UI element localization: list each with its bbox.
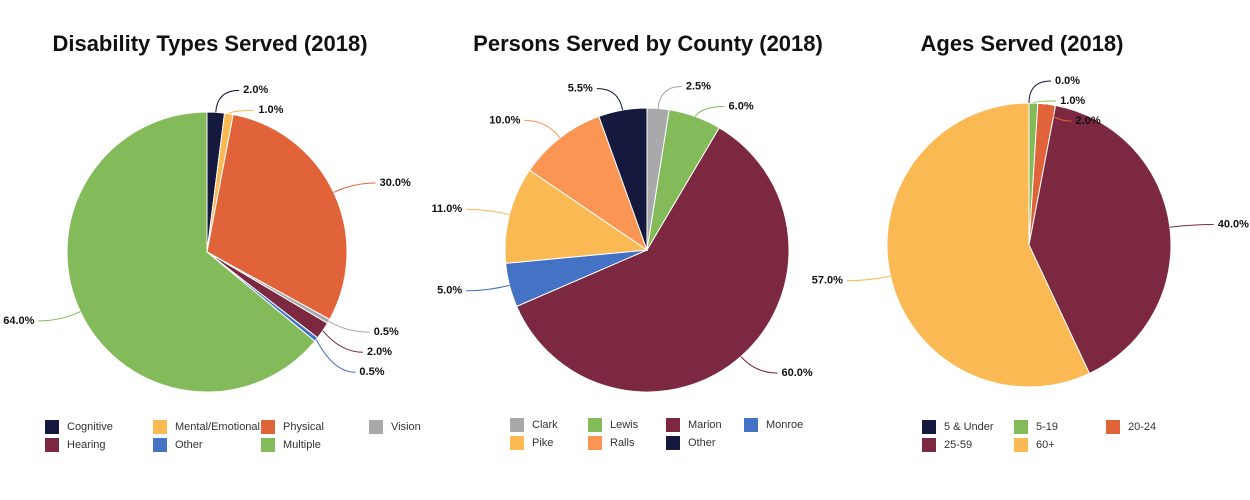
leader-line <box>1046 104 1072 122</box>
leader-line <box>466 208 510 216</box>
legend-swatch <box>1106 420 1120 434</box>
leader-line <box>328 320 370 333</box>
value-label: 2.5% <box>686 80 711 92</box>
value-label: 5.0% <box>437 285 462 297</box>
value-label: 2.0% <box>1076 115 1101 127</box>
legend-label: Cognitive <box>67 421 113 433</box>
legend-label: 5 & Under <box>944 421 994 433</box>
leader-line <box>740 356 778 374</box>
leader-line <box>596 87 624 111</box>
legend-label: Marion <box>688 419 722 431</box>
pie-slice <box>206 113 348 321</box>
value-label: 6.0% <box>729 100 754 112</box>
chart-title: Persons Served by County (2018) <box>473 31 823 56</box>
legend-swatch <box>922 420 936 434</box>
value-label: 0.5% <box>359 366 384 378</box>
legend-label: Vision <box>391 421 421 433</box>
legend-swatch <box>369 420 383 434</box>
legend-swatch <box>153 420 167 434</box>
legend-label: Pike <box>532 437 553 449</box>
legend-swatch <box>510 418 524 432</box>
value-label: 60.0% <box>781 367 812 379</box>
legend-label: Lewis <box>610 419 639 431</box>
value-label: 1.0% <box>1060 95 1085 107</box>
value-label: 2.0% <box>367 346 392 358</box>
leader-line <box>846 275 891 282</box>
leader-line <box>1028 80 1052 104</box>
value-label: 64.0% <box>3 315 34 327</box>
leader-line <box>466 284 510 292</box>
legend-label: Clark <box>532 419 558 431</box>
legend-swatch <box>1014 420 1028 434</box>
legend-swatch <box>45 420 59 434</box>
legend-label: 5-19 <box>1036 421 1058 433</box>
chart-title: Ages Served (2018) <box>921 31 1124 56</box>
legend-swatch <box>744 418 758 432</box>
value-label: 5.5% <box>568 82 593 94</box>
pie-chart: Ages Served (2018) 0.0% 1.0% 2.0% 40.0% 57.0%… <box>812 31 1249 452</box>
value-label: 57.0% <box>812 275 843 287</box>
leader-line <box>228 109 255 115</box>
pie-slice <box>1028 104 1172 375</box>
legend-label: Mental/Emotional <box>175 421 260 433</box>
leader-line <box>333 182 376 193</box>
legend-swatch <box>261 438 275 452</box>
legend-swatch <box>666 436 680 450</box>
leader-line <box>524 119 561 139</box>
legend-label: Monroe <box>766 419 803 431</box>
leader-line <box>1169 223 1214 228</box>
value-label: 11.0% <box>432 203 463 215</box>
value-label: 2.0% <box>243 84 268 96</box>
leader-line <box>38 311 81 322</box>
leader-line <box>215 89 240 113</box>
pie-chart: Disability Types Served (2018) 2.0% 1.0% 30… <box>3 31 421 452</box>
leader-line <box>315 339 356 373</box>
value-label: 30.0% <box>380 177 411 189</box>
legend-label: 25-59 <box>944 439 972 451</box>
legend-swatch <box>666 418 680 432</box>
legend-label: Other <box>175 439 203 451</box>
value-label: 1.0% <box>258 104 283 116</box>
pie-slice <box>598 107 648 251</box>
legend-swatch <box>588 436 602 450</box>
legend-label: Hearing <box>67 439 106 451</box>
pie-slice <box>528 115 648 252</box>
legend-label: 60+ <box>1036 439 1055 451</box>
value-label: 0.0% <box>1055 75 1080 87</box>
legend-swatch <box>510 436 524 450</box>
legend-swatch <box>1014 438 1028 452</box>
leader-line <box>657 86 682 109</box>
value-label: 0.5% <box>374 326 399 338</box>
legend-swatch <box>45 438 59 452</box>
value-label: 40.0% <box>1218 218 1249 230</box>
legend-label: Other <box>688 437 716 449</box>
legend-swatch <box>922 438 936 452</box>
legend-swatch <box>261 420 275 434</box>
legend-swatch <box>153 438 167 452</box>
leader-line <box>1032 100 1057 104</box>
legend-swatch <box>588 418 602 432</box>
pie-chart: Persons Served by County (2018) 2.5% 6.0% 6… <box>432 31 823 450</box>
legend-label: Multiple <box>283 439 321 451</box>
legend-label: Physical <box>283 421 324 433</box>
pie-slice <box>504 169 649 264</box>
value-label: 10.0% <box>489 114 520 126</box>
leader-line <box>694 106 725 117</box>
legend-label: 20-24 <box>1128 421 1156 433</box>
leader-line <box>322 330 363 353</box>
legend-label: Ralls <box>610 437 635 449</box>
chart-title: Disability Types Served (2018) <box>52 31 367 56</box>
